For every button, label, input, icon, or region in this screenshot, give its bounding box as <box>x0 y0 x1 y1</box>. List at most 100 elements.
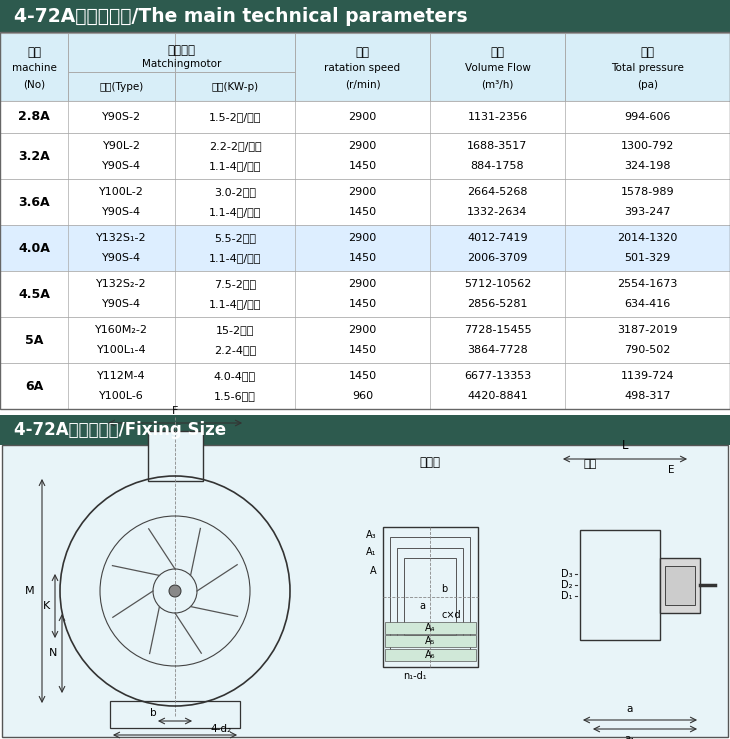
Text: a₁: a₁ <box>625 734 635 739</box>
Bar <box>580 530 660 640</box>
Text: A₅: A₅ <box>425 636 435 646</box>
Bar <box>385 621 475 634</box>
Text: 3.0-2三相: 3.0-2三相 <box>214 187 256 197</box>
Text: 4.0A: 4.0A <box>18 242 50 254</box>
Text: 2.2-4三相: 2.2-4三相 <box>214 345 256 355</box>
Text: Y132S₂-2: Y132S₂-2 <box>96 279 147 289</box>
Bar <box>385 635 475 647</box>
Bar <box>0 363 730 409</box>
Text: n₁-d₁: n₁-d₁ <box>403 671 427 681</box>
Text: a: a <box>627 704 633 714</box>
Text: 1.5-2单/三相: 1.5-2单/三相 <box>209 112 261 122</box>
Text: 3.2A: 3.2A <box>18 149 50 163</box>
Text: Y90S-4: Y90S-4 <box>102 299 141 309</box>
Text: D₃: D₃ <box>561 569 573 579</box>
Text: 出风口: 出风口 <box>420 457 440 469</box>
Text: F: F <box>172 406 178 416</box>
Text: Y100L₁-4: Y100L₁-4 <box>96 345 146 355</box>
Bar <box>0 133 730 179</box>
Text: 2664-5268: 2664-5268 <box>467 187 528 197</box>
Text: 3.6A: 3.6A <box>18 196 50 208</box>
Text: 1.1-4单/三相: 1.1-4单/三相 <box>209 161 261 171</box>
Text: Y90S-4: Y90S-4 <box>102 161 141 171</box>
Text: 转速: 转速 <box>356 46 369 58</box>
Text: 3187-2019: 3187-2019 <box>618 325 677 335</box>
Text: 功率(KW-p): 功率(KW-p) <box>212 83 258 92</box>
Bar <box>383 527 477 667</box>
Text: 790-502: 790-502 <box>624 345 671 355</box>
Text: 1.1-4单/三相: 1.1-4单/三相 <box>209 253 261 263</box>
Text: 501-329: 501-329 <box>624 253 671 263</box>
Text: 型号(Type): 型号(Type) <box>99 83 144 92</box>
Text: 2900: 2900 <box>348 112 377 122</box>
Text: b: b <box>150 708 156 718</box>
Bar <box>147 431 202 481</box>
Text: 15-2三相: 15-2三相 <box>216 325 254 335</box>
Text: 4-72A型主要参数/The main technical parameters: 4-72A型主要参数/The main technical parameters <box>14 7 468 26</box>
Bar <box>0 32 730 319</box>
Text: 1139-724: 1139-724 <box>620 371 675 381</box>
Text: 7728-15455: 7728-15455 <box>464 325 531 335</box>
Text: 6677-13353: 6677-13353 <box>464 371 531 381</box>
Text: Y100L-2: Y100L-2 <box>99 187 144 197</box>
Text: Total pressure: Total pressure <box>611 64 684 73</box>
Bar <box>396 548 464 646</box>
Text: 1300-792: 1300-792 <box>620 141 675 151</box>
Text: 2554-1673: 2554-1673 <box>618 279 677 289</box>
Text: Y132S₁-2: Y132S₁-2 <box>96 233 147 243</box>
Text: 2900: 2900 <box>348 325 377 335</box>
Text: 4420-8841: 4420-8841 <box>467 391 528 401</box>
Text: Y90S-2: Y90S-2 <box>102 112 141 122</box>
Text: 流量: 流量 <box>491 46 504 58</box>
Bar <box>110 701 240 728</box>
Text: a: a <box>419 601 425 611</box>
Bar <box>0 271 730 317</box>
Text: 1450: 1450 <box>348 345 377 355</box>
Text: Volume Flow: Volume Flow <box>464 64 531 73</box>
Text: 324-198: 324-198 <box>624 161 671 171</box>
Text: 5.5-2三相: 5.5-2三相 <box>214 233 256 243</box>
Text: 1688-3517: 1688-3517 <box>467 141 528 151</box>
Text: 3864-7728: 3864-7728 <box>467 345 528 355</box>
Text: Y100L-6: Y100L-6 <box>99 391 144 401</box>
Text: 1.1-4单/三相: 1.1-4单/三相 <box>209 207 261 217</box>
Text: (m³/h): (m³/h) <box>481 80 514 89</box>
Text: Y112M-4: Y112M-4 <box>97 371 146 381</box>
Text: Matchingmotor: Matchingmotor <box>142 58 221 69</box>
Text: 4.0-4三相: 4.0-4三相 <box>214 371 256 381</box>
Text: 1131-2356: 1131-2356 <box>467 112 528 122</box>
Bar <box>390 537 470 656</box>
Text: 1.5-6三相: 1.5-6三相 <box>214 391 256 401</box>
Text: 2856-5281: 2856-5281 <box>467 299 528 309</box>
Text: A₃: A₃ <box>366 530 377 540</box>
Text: 5A: 5A <box>25 333 43 347</box>
Text: 2900: 2900 <box>348 233 377 243</box>
Text: 1450: 1450 <box>348 299 377 309</box>
Text: 2900: 2900 <box>348 279 377 289</box>
Text: Y90S-4: Y90S-4 <box>102 207 141 217</box>
Text: Y90S-4: Y90S-4 <box>102 253 141 263</box>
Text: 4.5A: 4.5A <box>18 287 50 301</box>
Text: M: M <box>26 586 35 596</box>
Text: Y160M₂-2: Y160M₂-2 <box>95 325 148 335</box>
Text: machine: machine <box>12 64 56 73</box>
Text: 994-606: 994-606 <box>624 112 671 122</box>
Text: 全压: 全压 <box>640 46 655 58</box>
Text: A₄: A₄ <box>425 623 435 633</box>
Text: 2900: 2900 <box>348 141 377 151</box>
Text: D₂: D₂ <box>561 580 573 590</box>
Text: A₆: A₆ <box>425 650 435 660</box>
Text: 1450: 1450 <box>348 161 377 171</box>
Text: 6A: 6A <box>25 380 43 392</box>
Bar <box>385 649 475 661</box>
Text: b: b <box>441 584 447 594</box>
Text: 634-416: 634-416 <box>624 299 671 309</box>
Circle shape <box>169 585 181 597</box>
Text: 1450: 1450 <box>348 207 377 217</box>
Text: 960: 960 <box>352 391 373 401</box>
Text: 4-d₂: 4-d₂ <box>210 724 231 734</box>
Bar <box>0 179 730 225</box>
Text: (r/min): (r/min) <box>345 80 380 89</box>
Text: A: A <box>370 566 377 576</box>
Text: 2.2-2单/三相: 2.2-2单/三相 <box>209 141 261 151</box>
